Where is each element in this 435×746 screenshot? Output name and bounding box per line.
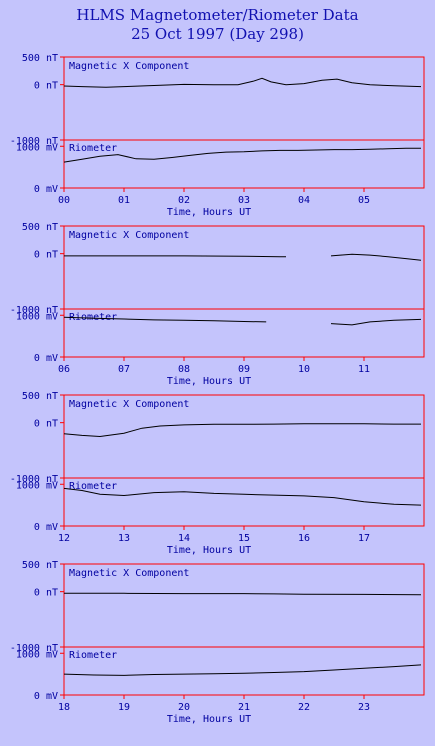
magnetic-series-label: Magnetic X Component	[69, 399, 189, 410]
panel-1: 500 nT 0 nT -1000 nT Magnetic X Component 10…	[10, 222, 425, 387]
xtick-label: 06	[58, 364, 70, 375]
magnetic-ytick-label: 0 nT	[34, 250, 58, 261]
xtick-label: 14	[178, 533, 190, 544]
xtick-label: 03	[238, 195, 250, 206]
x-axis-label: Time, Hours UT	[167, 207, 251, 218]
riometer-ytick-label: 0 mV	[34, 691, 58, 702]
magnetic-trace	[63, 423, 421, 438]
panel-3: 500 nT 0 nT -1000 nT Magnetic X Component 10…	[10, 560, 425, 725]
xtick-label: 00	[58, 195, 70, 206]
magnetic-ytick-label: 0 nT	[34, 81, 58, 92]
magnetic-ytick-label: 500 nT	[22, 560, 58, 571]
x-axis-label: Time, Hours UT	[167, 376, 251, 387]
riometer-trace	[63, 316, 422, 326]
xtick-label: 11	[358, 364, 370, 375]
xtick-label: 02	[178, 195, 190, 206]
xtick-label: 08	[178, 364, 190, 375]
xtick-label: 19	[118, 702, 130, 713]
xtick-label: 07	[118, 364, 130, 375]
magnetic-series-label: Magnetic X Component	[69, 61, 189, 72]
riometer-series-label: Riometer	[69, 481, 117, 492]
magnetic-ytick-label: 500 nT	[22, 222, 58, 233]
riometer-ytick-label: 0 mV	[34, 184, 58, 195]
magnetic-ytick-label: 0 nT	[34, 419, 58, 430]
magnetic-ytick-label: -1000 nT	[10, 643, 58, 654]
xtick-label: 23	[358, 702, 370, 713]
title-line-2: 25 Oct 1997 (Day 298)	[131, 25, 304, 43]
xtick-label: 18	[58, 702, 70, 713]
riometer-frame	[63, 139, 425, 189]
panel-0: 500 nT 0 nT -1000 nT Magnetic X Component 10…	[10, 53, 425, 218]
xtick-label: 04	[298, 195, 310, 206]
riometer-ytick-label: 1000 mV	[16, 311, 58, 322]
title-line-1: HLMS Magnetometer/Riometer Data	[76, 6, 359, 24]
xtick-label: 09	[238, 364, 250, 375]
xtick-label: 22	[298, 702, 310, 713]
riometer-ytick-label: 0 mV	[34, 522, 58, 533]
xtick-label: 16	[298, 533, 310, 544]
riometer-frame	[63, 308, 425, 358]
riometer-ytick-label: 1000 mV	[16, 649, 58, 660]
riometer-frame	[63, 646, 425, 696]
magnetic-ytick-label: 500 nT	[22, 391, 58, 402]
xtick-label: 01	[118, 195, 130, 206]
riometer-ytick-label: 0 mV	[34, 353, 58, 364]
magnetic-ytick-label: 0 nT	[34, 588, 58, 599]
magnetic-trace	[64, 253, 422, 261]
riometer-ytick-label: 1000 mV	[16, 480, 58, 491]
panel-2: 500 nT 0 nT -1000 nT Magnetic X Component 10…	[10, 391, 425, 556]
riometer-trace	[63, 487, 422, 506]
xtick-label: 21	[238, 702, 250, 713]
xtick-label: 17	[358, 533, 370, 544]
riometer-ytick-label: 1000 mV	[16, 142, 58, 153]
magnetic-ytick-label: -1000 nT	[10, 136, 58, 147]
magnetic-trace	[64, 592, 422, 596]
riometer-trace	[63, 147, 421, 163]
magnetic-ytick-label: 500 nT	[22, 53, 58, 64]
xtick-label: 12	[58, 533, 70, 544]
magnetic-trace	[63, 77, 422, 88]
xtick-label: 15	[238, 533, 250, 544]
x-axis-label: Time, Hours UT	[167, 545, 251, 556]
riometer-trace	[63, 664, 422, 676]
magnetic-series-label: Magnetic X Component	[69, 568, 189, 579]
riometer-series-label: Riometer	[69, 312, 117, 323]
riometer-series-label: Riometer	[69, 650, 117, 661]
xtick-label: 05	[358, 195, 370, 206]
xtick-label: 10	[298, 364, 310, 375]
magnetic-ytick-label: -1000 nT	[10, 474, 58, 485]
xtick-label: 13	[118, 533, 130, 544]
x-axis-label: Time, Hours UT	[167, 714, 251, 725]
magnetic-ytick-label: -1000 nT	[10, 305, 58, 316]
magnetic-series-label: Magnetic X Component	[69, 230, 189, 241]
riometer-series-label: Riometer	[69, 143, 117, 154]
chart-title: HLMS Magnetometer/Riometer Data 25 Oct 1…	[0, 6, 435, 44]
xtick-label: 20	[178, 702, 190, 713]
